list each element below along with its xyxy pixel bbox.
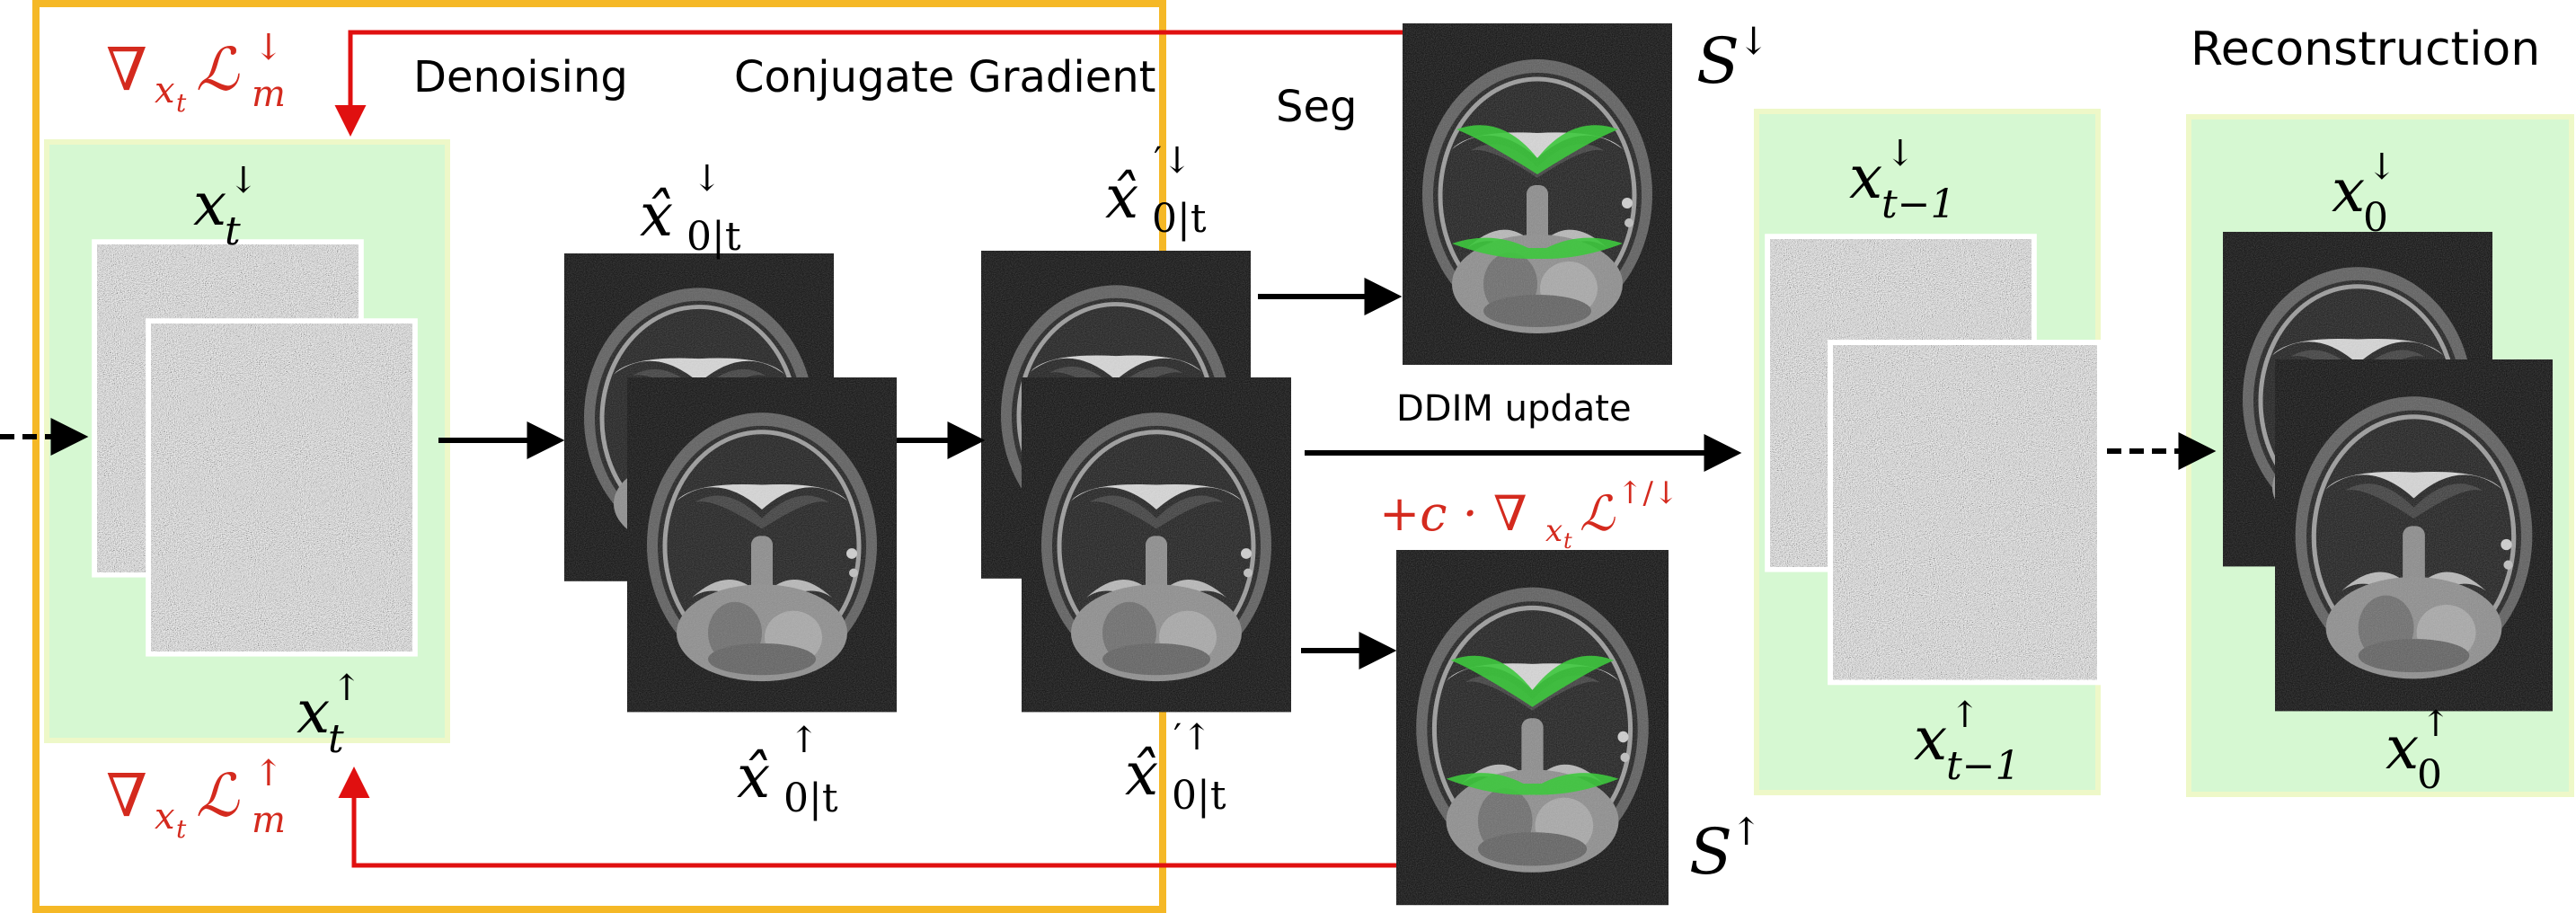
svg-text:′↓: ′↓ <box>1154 140 1192 182</box>
svg-text:x: x <box>1849 143 1882 212</box>
svg-text:t: t <box>176 88 187 118</box>
svg-text:↑: ↑ <box>332 668 362 709</box>
var-x0-down: x 0 ↓ <box>2332 146 2397 241</box>
noise-image-x-t-up <box>146 318 418 657</box>
var-x-tm1-up: x t−1 ↑ <box>1914 695 2021 789</box>
var-s-up: S ↑ <box>1689 810 1762 889</box>
var-x-t-down: x t ↓ <box>193 160 259 254</box>
svg-text:t−1: t−1 <box>1881 182 1956 227</box>
svg-text:m: m <box>252 800 286 841</box>
svg-text:↓: ↓ <box>2367 146 2397 188</box>
svg-text:↓: ↓ <box>692 158 722 199</box>
svg-text:x: x <box>2386 714 2419 783</box>
svg-text:∇: ∇ <box>106 761 147 830</box>
label-reconstruction: Reconstruction <box>2191 22 2540 76</box>
var-x-t-up: x t ↑ <box>297 668 362 762</box>
svg-text:S: S <box>1689 815 1732 889</box>
var-x0-up: x 0 ↑ <box>2386 704 2451 798</box>
svg-text:t: t <box>176 814 187 844</box>
svg-text:0|t: 0|t <box>1152 196 1207 242</box>
svg-text:ℒ: ℒ <box>196 761 240 830</box>
label-ddim-update: DDIM update <box>1396 388 1632 430</box>
knee-mri-x0t-prime-up <box>1022 377 1291 712</box>
svg-text:0|t: 0|t <box>686 214 741 260</box>
knee-mri-x0t-up <box>627 377 897 712</box>
var-x0t-prime-up: x̂ 0|t ′↑ <box>1125 717 1226 819</box>
svg-text:↑: ↑ <box>2421 704 2451 745</box>
svg-text:x: x <box>1545 513 1562 549</box>
svg-text:x: x <box>155 70 175 111</box>
svg-text:t: t <box>1563 528 1572 554</box>
svg-text:x̂: x̂ <box>1125 740 1158 809</box>
svg-text:x: x <box>1914 705 1947 774</box>
svg-text:x̂: x̂ <box>1105 163 1138 232</box>
svg-text:t: t <box>328 716 344 762</box>
var-x0t-down: x̂ 0|t ↓ <box>640 158 741 260</box>
gradient-arrow-top <box>334 30 1406 137</box>
svg-text:0: 0 <box>2417 752 2442 798</box>
gradient-arrow-bottom <box>338 767 1406 868</box>
knee-mri-x0-up <box>2275 359 2553 711</box>
svg-text:x: x <box>155 796 175 838</box>
svg-text:0|t: 0|t <box>1172 773 1226 819</box>
var-x-tm1-down: x t−1 ↓ <box>1849 133 1956 227</box>
label-seg: Seg <box>1276 82 1357 132</box>
gradient-label-bottom: ∇ x t ℒ m ↑ <box>106 753 286 844</box>
svg-text:ℒ: ℒ <box>196 35 240 104</box>
svg-text:x̂: x̂ <box>737 742 770 811</box>
svg-text:↓: ↓ <box>228 160 259 201</box>
svg-text:↑: ↑ <box>253 753 284 794</box>
gradient-label-top: ∇ x t ℒ m ↓ <box>106 27 286 118</box>
svg-text:↓: ↓ <box>1738 19 1769 63</box>
svg-text:x: x <box>2332 156 2365 226</box>
svg-text:↑: ↑ <box>1950 695 1980 736</box>
label-denoising: Denoising <box>413 52 628 102</box>
svg-text:↓: ↓ <box>1885 133 1916 174</box>
svg-text:x̂: x̂ <box>640 181 673 250</box>
svg-text:t: t <box>225 208 241 254</box>
svg-text:0: 0 <box>2363 195 2388 241</box>
label-conjugate-gradient: Conjugate Gradient <box>734 52 1155 102</box>
svg-text:↑: ↑ <box>789 720 819 761</box>
svg-text:′↑: ′↑ <box>1173 717 1212 758</box>
svg-text:x: x <box>193 170 226 239</box>
svg-text:↑: ↑ <box>1731 810 1762 854</box>
svg-text:+c · ∇: +c · ∇ <box>1379 485 1527 542</box>
svg-text:ℒ: ℒ <box>1580 485 1616 542</box>
svg-text:t−1: t−1 <box>1946 743 2021 789</box>
svg-text:m: m <box>252 74 286 115</box>
svg-text:0|t: 0|t <box>783 776 838 821</box>
svg-text:S: S <box>1696 24 1739 98</box>
var-x0t-prime-down: x̂ 0|t ′↓ <box>1105 140 1207 242</box>
svg-text:x: x <box>297 678 330 747</box>
noise-image-x-tm1-up <box>1828 340 2102 686</box>
segmentation-s-up <box>1396 550 1669 905</box>
segmentation-s-down <box>1403 23 1672 365</box>
guidance-term: +c · ∇ x t ℒ ↑/↓ <box>1379 475 1678 554</box>
svg-text:↓: ↓ <box>253 27 284 68</box>
svg-text:↑/↓: ↑/↓ <box>1617 475 1678 511</box>
svg-text:∇: ∇ <box>106 35 147 104</box>
var-x0t-up: x̂ 0|t ↑ <box>737 720 838 821</box>
var-s-down: S ↓ <box>1696 19 1769 98</box>
